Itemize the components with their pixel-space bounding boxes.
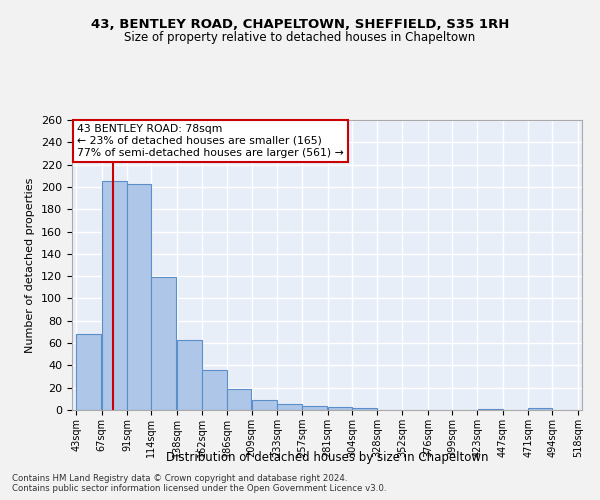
Bar: [101, 182, 127, 410]
Bar: [478, 409, 503, 410]
Bar: [151, 278, 176, 410]
Text: Contains HM Land Registry data © Crown copyright and database right 2024.: Contains HM Land Registry data © Crown c…: [12, 474, 347, 483]
Bar: [202, 370, 227, 410]
Text: Distribution of detached houses by size in Chapeltown: Distribution of detached houses by size …: [166, 451, 488, 464]
Text: 43, BENTLEY ROAD, CHAPELTOWN, SHEFFIELD, S35 1RH: 43, BENTLEY ROAD, CHAPELTOWN, SHEFFIELD,…: [91, 18, 509, 30]
Bar: [176, 340, 202, 410]
Bar: [277, 404, 302, 410]
Bar: [528, 408, 553, 410]
Bar: [227, 389, 251, 410]
Bar: [352, 408, 377, 410]
Text: Contains public sector information licensed under the Open Government Licence v3: Contains public sector information licen…: [12, 484, 386, 493]
Y-axis label: Number of detached properties: Number of detached properties: [25, 178, 35, 352]
Bar: [251, 400, 277, 410]
Bar: [76, 334, 101, 410]
Text: Size of property relative to detached houses in Chapeltown: Size of property relative to detached ho…: [124, 31, 476, 44]
Text: 43 BENTLEY ROAD: 78sqm
← 23% of detached houses are smaller (165)
77% of semi-de: 43 BENTLEY ROAD: 78sqm ← 23% of detached…: [77, 124, 344, 158]
Bar: [302, 406, 328, 410]
Bar: [127, 184, 151, 410]
Bar: [328, 406, 352, 410]
